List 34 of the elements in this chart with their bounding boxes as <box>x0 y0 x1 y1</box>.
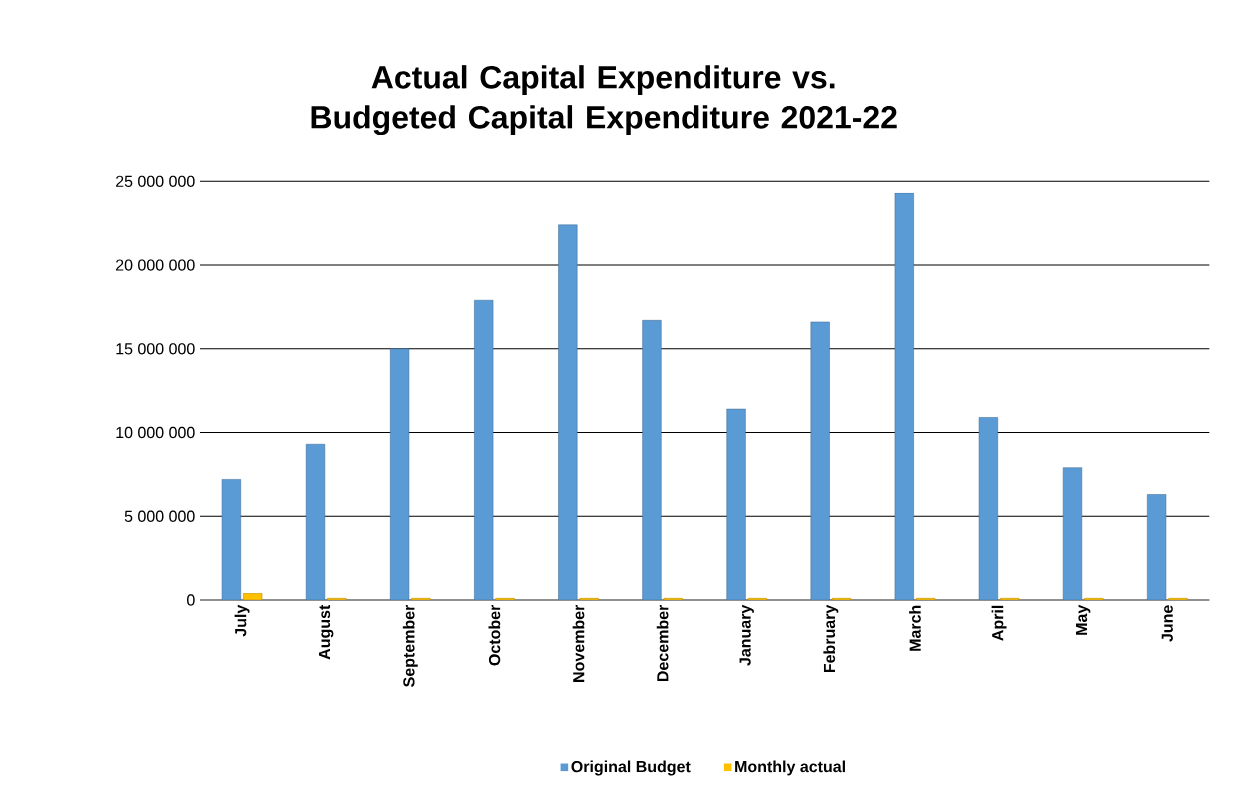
bar <box>243 592 263 600</box>
x-tick-label: May <box>1076 604 1091 635</box>
x-tick-label: November <box>572 604 585 682</box>
bar <box>978 417 998 600</box>
legend-label: Original Budget <box>571 760 691 776</box>
chart-title: Actual Capital Expenditure vs. Budgeted Capital Expenditure 2021-22 <box>311 64 897 135</box>
x-tick-label: January <box>739 604 754 666</box>
y-tick-label: 0 <box>187 594 195 606</box>
bar <box>1147 494 1167 600</box>
bar <box>221 478 241 600</box>
bar <box>558 224 578 600</box>
bar <box>474 299 494 600</box>
x-tick-label: October <box>488 604 501 666</box>
bar <box>894 192 914 600</box>
x-tick-label: February <box>823 604 839 672</box>
x-tick-label: August <box>318 604 334 660</box>
y-tick-label: 20 000 000 <box>116 259 195 271</box>
y-tick-label: 10 000 000 <box>116 426 195 439</box>
y-tick-label: 15 000 000 <box>116 342 195 355</box>
x-tick-label: July <box>234 604 250 637</box>
bar <box>1062 467 1083 600</box>
bar <box>305 443 326 600</box>
y-tick-label: 25 000 000 <box>116 175 195 187</box>
x-tick-label: June <box>1161 605 1173 642</box>
x-tick-label: September <box>402 604 418 687</box>
bar <box>642 319 662 600</box>
x-tick-label: April <box>991 605 1007 641</box>
bar <box>390 348 410 600</box>
legend-label: Monthly actual <box>735 760 845 776</box>
x-tick-label: March <box>909 605 921 651</box>
x-tick-label: December <box>656 604 669 681</box>
bar <box>810 321 830 600</box>
y-tick-label: 5 000 000 <box>124 510 195 522</box>
bar <box>726 408 746 600</box>
